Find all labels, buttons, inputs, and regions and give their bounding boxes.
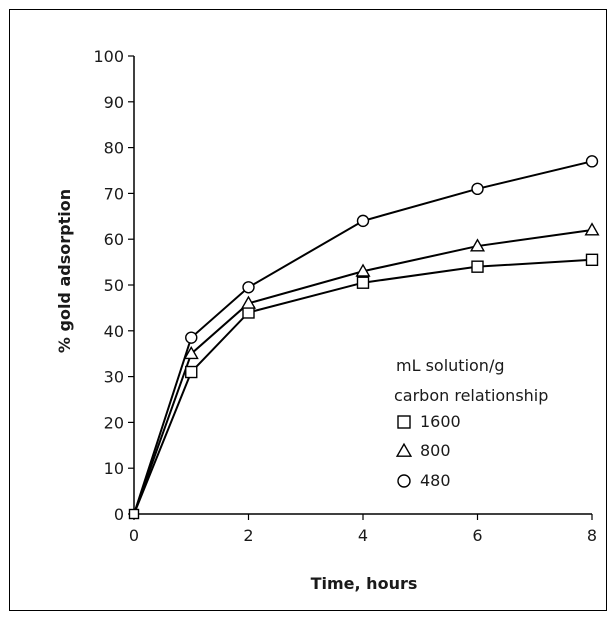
legend-marker-1600 (397, 415, 411, 429)
data-point-1600 (356, 276, 370, 289)
chart-frame (9, 9, 607, 611)
y-tick-label: 50 (104, 276, 124, 295)
x-tick-label: 6 (472, 526, 482, 545)
axes (128, 55, 593, 520)
series-lines (133, 160, 593, 515)
legend-title-line-2: carbon relationship (394, 386, 548, 405)
data-point-1600 (471, 260, 484, 273)
data-point-480 (185, 331, 198, 344)
legend-label-480: 480 (420, 471, 451, 490)
data-point-1600 (185, 365, 198, 379)
legend-title-line-1: mL solution/g (396, 356, 505, 375)
y-tick-label: 60 (104, 230, 124, 249)
y-tick-label: 20 (104, 413, 124, 432)
x-tick-label: 2 (243, 526, 253, 545)
series-line-1600 (133, 258, 593, 515)
y-tick-label: 80 (104, 139, 124, 158)
data-point-800 (584, 222, 600, 236)
data-point-800 (355, 263, 371, 277)
y-tick-label: 0 (114, 505, 124, 524)
series-markers (128, 155, 600, 520)
legend-marker-800 (395, 442, 413, 457)
data-point-800 (469, 238, 486, 252)
y-tick-label: 70 (104, 184, 124, 203)
legend-label-800: 800 (420, 441, 451, 460)
y-tick-label: 40 (104, 322, 124, 341)
y-tick-label: 100 (93, 47, 124, 66)
data-point-800 (240, 295, 257, 309)
data-point-480 (471, 182, 484, 196)
x-axis-title: Time, hours (311, 574, 418, 593)
series-line-480 (133, 160, 593, 515)
legend-label-1600: 1600 (420, 412, 461, 431)
y-axis-title: % gold adsorption (55, 189, 74, 353)
data-point-800 (183, 345, 199, 360)
y-tick-label: 30 (104, 368, 124, 387)
data-point-1600 (585, 253, 599, 267)
data-point-480 (585, 155, 599, 168)
y-tick-label: 90 (104, 93, 124, 112)
x-tick-label: 0 (129, 526, 139, 545)
x-tick-label: 4 (358, 526, 368, 545)
tick-labels: 0 10 20 30 40 50 60 70 80 90 100 0 2 4 6 8 (93, 47, 597, 545)
legend: mL solution/g carbon relationship 1600 80… (394, 356, 548, 490)
legend-marker-480 (397, 474, 411, 488)
data-point-480 (356, 214, 370, 228)
y-tick-label: 10 (104, 459, 124, 478)
data-point-origin (128, 508, 140, 520)
data-point-480 (242, 281, 255, 294)
x-tick-label: 8 (587, 526, 597, 545)
series-line-800 (133, 229, 593, 515)
